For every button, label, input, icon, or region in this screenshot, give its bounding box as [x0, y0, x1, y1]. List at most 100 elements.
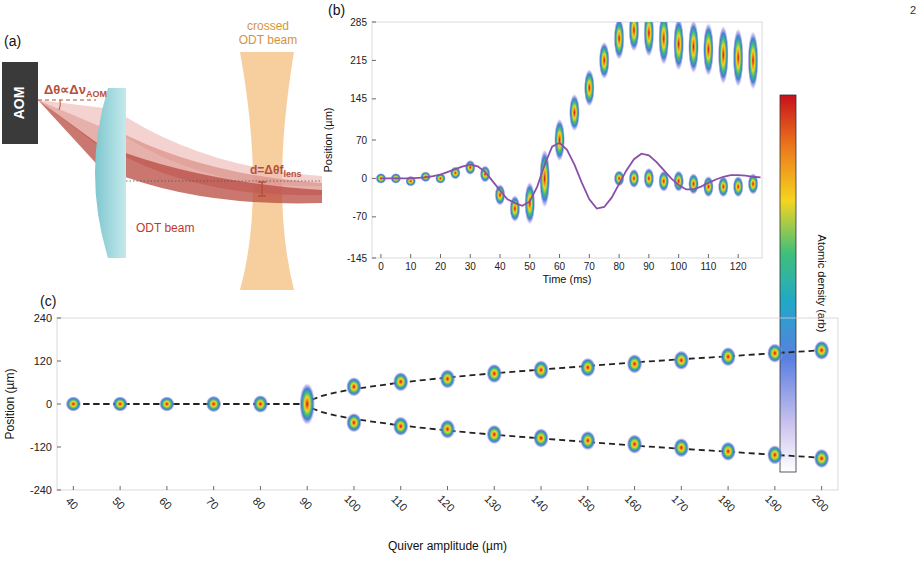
atom-cloud — [643, 167, 654, 189]
x-tick — [648, 254, 649, 258]
atom-cloud — [159, 396, 175, 412]
x-tick — [307, 486, 308, 490]
x-tick — [380, 254, 381, 258]
atom-cloud — [486, 364, 502, 384]
x-tick-label: 130 — [482, 492, 503, 513]
fit-line — [73, 350, 821, 404]
atom-cloud — [688, 22, 699, 74]
x-tick-label: 30 — [465, 261, 477, 272]
angle-arc — [59, 100, 60, 110]
x-tick — [73, 486, 74, 490]
atom-cloud — [252, 395, 268, 414]
plot-area — [65, 340, 829, 468]
beam-in — [38, 100, 104, 172]
atom-cloud — [658, 22, 669, 66]
atom-cloud — [688, 173, 699, 195]
y-tick-label: -240 — [30, 484, 52, 496]
text-line: crossed — [247, 19, 289, 33]
atom-cloud — [767, 445, 783, 465]
y-tick-label: 120 — [34, 355, 52, 367]
panel-letter: (c) — [40, 293, 56, 309]
x-tick-label: 40 — [494, 261, 506, 272]
y-tick — [57, 490, 61, 491]
x-tick-label: 0 — [378, 261, 384, 272]
atom-cloud — [733, 176, 744, 198]
x-tick-label: 50 — [110, 495, 127, 512]
y-tick-label: 240 — [34, 312, 52, 324]
y-tick-label: 0 — [361, 173, 367, 184]
x-axis-title: Quiver amplitude (µm) — [388, 539, 507, 553]
y-tick — [57, 447, 61, 448]
y-tick — [372, 140, 376, 141]
x-tick — [400, 486, 401, 490]
x-tick — [410, 254, 411, 258]
x-tick — [166, 486, 167, 490]
atom-cloud — [533, 428, 549, 448]
x-tick-label: 180 — [716, 492, 737, 513]
fit-line — [381, 143, 761, 209]
atom-cloud — [614, 22, 625, 60]
x-tick — [440, 254, 441, 258]
text-line: ODT beam — [239, 33, 297, 47]
x-tick — [541, 486, 542, 490]
y-axis-title: Position (µm) — [3, 369, 17, 440]
x-tick — [619, 254, 620, 258]
y-tick-label: 215 — [350, 55, 367, 66]
x-tick — [120, 486, 121, 490]
x-tick — [681, 486, 682, 490]
beam-out — [112, 148, 322, 203]
y-tick — [372, 178, 376, 179]
x-tick-label: 60 — [554, 261, 566, 272]
atom-cloud — [599, 41, 610, 79]
atom-cloud — [533, 360, 549, 380]
x-tick-label: 110 — [700, 261, 716, 272]
displacement-label: d=Δθflens — [250, 163, 301, 179]
atom-cloud — [627, 354, 643, 374]
plot-frame — [372, 22, 762, 258]
x-tick-label: 10 — [405, 261, 417, 272]
bracket — [261, 182, 263, 196]
atom-cloud — [509, 195, 520, 222]
atom-cloud — [673, 438, 689, 458]
x-tick — [678, 254, 679, 258]
lens — [95, 88, 126, 258]
atom-cloud — [440, 369, 456, 389]
x-tick-label: 140 — [529, 492, 550, 513]
y-tick-label: -120 — [30, 441, 52, 453]
y-tick-label: 285 — [350, 17, 367, 28]
text-main: d=Δθf — [250, 163, 284, 177]
atom-cloud — [720, 441, 736, 461]
atom-cloud — [580, 431, 596, 451]
x-tick — [470, 254, 471, 258]
atom-cloud — [554, 118, 565, 162]
x-tick-label: 90 — [643, 261, 655, 272]
x-tick — [708, 254, 709, 258]
y-tick-label: 70 — [356, 135, 368, 146]
y-tick-label: -70 — [353, 211, 368, 222]
atom-cloud — [65, 396, 81, 412]
x-tick-label: 70 — [584, 261, 596, 272]
x-tick — [447, 486, 448, 490]
x-tick — [500, 254, 501, 258]
atom-cloud — [112, 396, 128, 412]
x-tick — [821, 486, 822, 490]
atom-cloud — [580, 357, 596, 377]
atom-cloud — [627, 434, 643, 454]
atom-cloud — [440, 419, 456, 439]
x-tick-label: 190 — [763, 492, 784, 513]
x-tick-label: 90 — [297, 495, 314, 512]
plot-area — [375, 22, 760, 225]
x-tick-label: 200 — [810, 492, 831, 513]
x-tick — [494, 486, 495, 490]
y-tick — [57, 404, 61, 405]
crossed-beam-label: crossedODT beam — [239, 19, 297, 47]
atom-cloud — [569, 93, 580, 131]
atom-cloud — [486, 424, 502, 444]
atom-cloud — [628, 169, 639, 189]
x-tick-label: 100 — [670, 261, 687, 272]
y-tick-label: -145 — [347, 253, 367, 264]
y-tick — [372, 216, 376, 217]
atom-cloud — [814, 340, 830, 360]
plot-frame — [57, 318, 838, 490]
y-tick — [57, 361, 61, 362]
